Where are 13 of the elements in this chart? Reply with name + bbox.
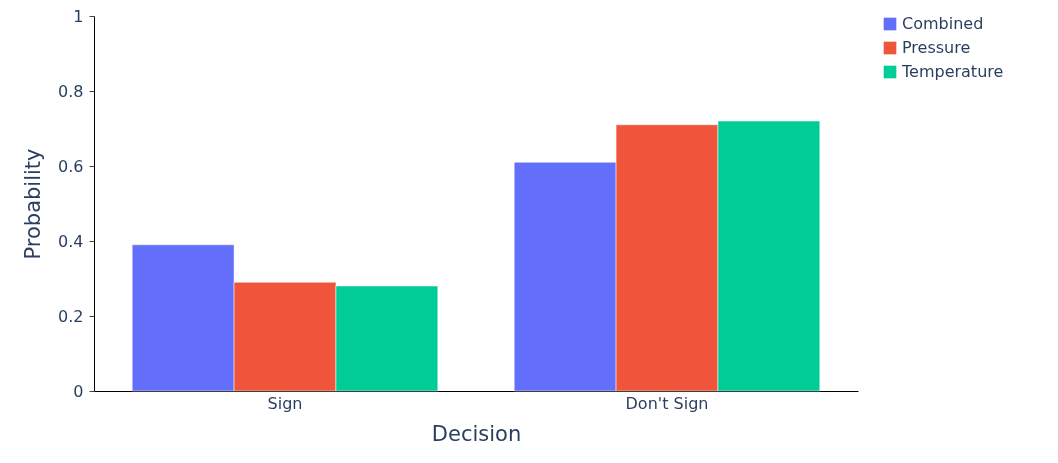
y-tick-label: 0.2 xyxy=(58,306,84,326)
legend-label: Pressure xyxy=(902,38,971,57)
legend-label: Temperature xyxy=(901,62,1004,81)
y-axis-title: Probability xyxy=(21,148,46,260)
y-tick-label: 0 xyxy=(73,381,84,401)
y-tick-label: 0.6 xyxy=(58,156,84,176)
x-axis-title: Decision xyxy=(431,421,522,446)
legend-label: Combined xyxy=(902,14,984,33)
y-tick-label: 0.4 xyxy=(58,231,84,251)
y-tick-label: 0.8 xyxy=(58,81,84,101)
x-tick-label: Sign xyxy=(267,393,303,413)
x-tick-label: Don't Sign xyxy=(625,393,709,413)
y-tick-label: 1 xyxy=(73,6,84,26)
